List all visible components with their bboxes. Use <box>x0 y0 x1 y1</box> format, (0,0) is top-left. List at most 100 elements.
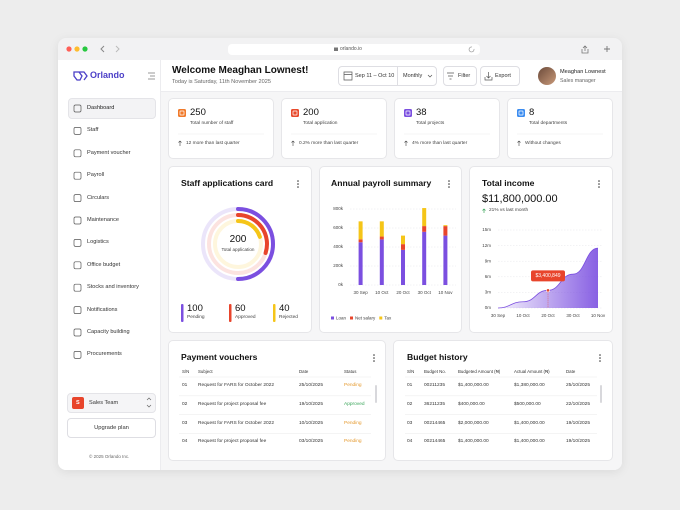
stat-icon-inner <box>292 110 298 116</box>
legend-bar <box>273 304 276 322</box>
y-tick-label: 600k <box>333 225 344 230</box>
stat-label: Total departments <box>529 121 568 127</box>
window-close[interactable] <box>66 46 72 52</box>
collapse-icon[interactable] <box>148 72 155 80</box>
avatar[interactable] <box>538 67 556 85</box>
legend-label: Rejected <box>279 315 298 321</box>
nav-icon <box>73 194 82 202</box>
stat-icon-inner <box>405 110 411 116</box>
bar-segment <box>422 231 427 285</box>
stat-icon <box>404 109 412 117</box>
stat-label: Total projects <box>416 121 445 127</box>
y-tick-label: 12m <box>482 243 491 248</box>
date-range[interactable]: Sep 11 – Oct 10 <box>355 72 395 79</box>
filter-button[interactable] <box>443 66 477 86</box>
filter-text[interactable]: Filter <box>458 72 471 79</box>
nav-item[interactable]: Capacity building <box>87 329 130 336</box>
upgrade-button[interactable] <box>67 418 156 438</box>
nav-item[interactable]: Staff <box>87 127 99 134</box>
card-title: Staff applications card <box>181 177 274 188</box>
stat-icon <box>178 109 186 117</box>
table-cell: 25/10/2025 <box>299 383 324 389</box>
x-tick-label: 30 Oct <box>566 313 580 318</box>
chevron-down <box>427 74 433 78</box>
y-tick-label: 400k <box>333 244 344 249</box>
stat-arrow <box>291 140 295 146</box>
table-cell: 00214465 <box>424 439 446 445</box>
legend-value: 40 <box>279 303 290 315</box>
table-cell: $1,400,000.00 <box>514 420 545 426</box>
bar-segment <box>358 239 363 243</box>
bar-segment <box>401 244 405 250</box>
legend-label: Loan <box>336 315 347 320</box>
tooltip-point <box>546 288 550 293</box>
export-text[interactable]: Export <box>495 72 511 79</box>
table-header: Budget No. <box>424 369 446 375</box>
filter-icon <box>447 72 454 80</box>
x-tick-label: 20 Oct <box>396 290 410 295</box>
stat-label: Total application <box>303 121 338 127</box>
bar-segment <box>379 236 384 240</box>
period-select[interactable] <box>397 66 437 86</box>
nav-item[interactable]: Dashboard <box>87 105 115 112</box>
ring-arc <box>236 213 269 255</box>
stat-icon-inner <box>518 110 524 116</box>
share-icon[interactable] <box>581 45 589 54</box>
table-cell: 02 <box>407 401 413 407</box>
card-title: Budget history <box>407 351 468 362</box>
nav-item[interactable]: Maintenance <box>87 217 120 224</box>
card-title: Annual payroll summary <box>331 177 432 188</box>
table-cell: 03 <box>182 420 188 426</box>
table-cell: 01 <box>407 383 413 389</box>
nav-item[interactable]: Stocks and inventory <box>87 284 139 291</box>
nav-item[interactable]: Logistics <box>87 239 109 246</box>
upgrade-text[interactable]: Upgrade plan <box>94 425 129 431</box>
scrollbar[interactable] <box>375 385 377 403</box>
nav-icon <box>73 171 82 180</box>
nav-item[interactable]: Notifications <box>87 306 118 313</box>
table-cell: Request for project proposal fee <box>198 439 267 445</box>
nav-item[interactable]: Payment voucher <box>87 149 131 156</box>
table-cell: 19/10/2025 <box>566 439 591 445</box>
footer: © 2025 Orlando Inc. <box>89 454 130 460</box>
nav-item[interactable]: Payroll <box>87 172 105 179</box>
budget-card <box>393 340 613 461</box>
window-zoom[interactable] <box>82 46 88 52</box>
tooltip-box <box>531 270 565 282</box>
nav-item[interactable]: Circulars <box>87 194 110 201</box>
window-minimize[interactable] <box>74 46 80 52</box>
table-cell: 10/10/2025 <box>299 420 324 426</box>
legend-label: Approved <box>235 315 256 321</box>
url-bar[interactable] <box>228 44 480 55</box>
stat-value: 8 <box>529 107 535 119</box>
brand-name: Orlando <box>90 70 125 81</box>
export-button[interactable] <box>480 66 520 86</box>
table-cell: 04 <box>182 439 188 445</box>
bar-segment <box>379 239 384 285</box>
forward-arrow[interactable] <box>115 45 120 53</box>
back-arrow[interactable] <box>100 45 105 53</box>
nav-icon <box>73 149 82 158</box>
period[interactable]: Monthly <box>403 72 423 79</box>
new-tab-icon[interactable] <box>604 46 610 52</box>
rings-total-label: Total application <box>221 247 255 252</box>
table-cell: $1,400,000.00 <box>458 383 489 389</box>
stat-card <box>394 98 500 159</box>
legend-value: 60 <box>235 303 246 315</box>
table-cell: 03 <box>407 420 413 426</box>
table-cell: 36211235 <box>424 401 445 407</box>
scrollbar[interactable] <box>600 385 602 403</box>
bar-segment <box>401 235 405 245</box>
reload-icon[interactable] <box>468 46 475 53</box>
vouchers-card <box>168 340 386 461</box>
card-menus[interactable] <box>297 180 601 362</box>
x-tick-label: 10 Oct <box>516 313 530 318</box>
stat-icon-inner <box>179 110 185 116</box>
tooltip-text: $3,400,849 <box>535 273 560 279</box>
x-tick-label: 30 Sep <box>353 290 368 295</box>
nav-item[interactable]: Procurements <box>87 351 122 358</box>
calendar-icon <box>343 71 353 81</box>
team-selector[interactable] <box>67 393 156 413</box>
legend-label: Tax <box>384 315 392 320</box>
nav-item[interactable]: Office budget <box>87 261 121 268</box>
